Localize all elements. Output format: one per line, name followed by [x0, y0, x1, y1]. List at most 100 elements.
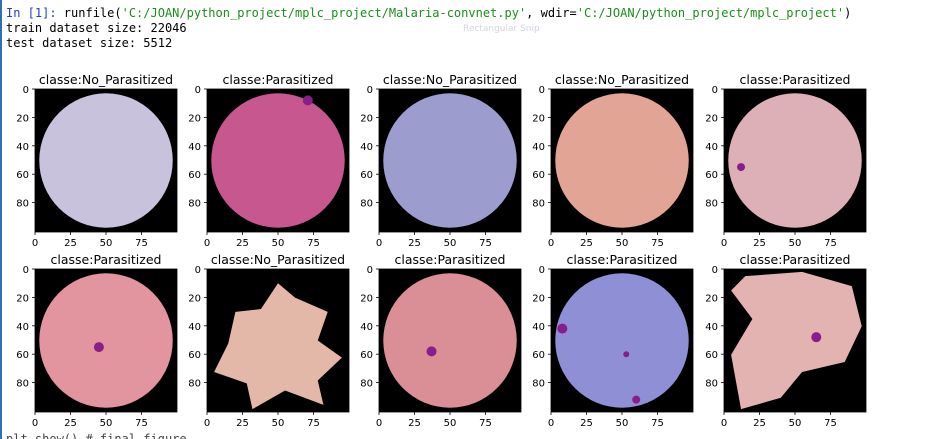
- parasite-spot: [623, 351, 630, 358]
- x-tick-label: 75: [824, 418, 837, 429]
- y-tick-label: 40: [360, 142, 373, 153]
- panel-title: classe:No_Parasitized: [39, 72, 173, 87]
- x-tick-label: 50: [272, 418, 285, 429]
- y-tick-label: 0: [195, 85, 201, 96]
- image-panel-5: classe:Parasitized 0 20 40 60 80 0 25 50 75: [705, 72, 867, 249]
- x-tick-label: 50: [789, 418, 802, 429]
- y-tick-label: 0: [539, 265, 545, 276]
- x-tick-label: 75: [135, 238, 148, 249]
- y-tick-label: 20: [532, 113, 545, 124]
- panel-title: classe:No_Parasitized: [383, 72, 517, 87]
- y-tick-label: 60: [188, 170, 201, 181]
- panel-title: classe:Parasitized: [51, 252, 162, 267]
- y-tick-label: 40: [532, 142, 545, 153]
- y-tick-label: 0: [367, 265, 373, 276]
- image-panel-1: classe:No_Parasitized 0 20 40 60 80 0 25 50 75: [16, 72, 178, 249]
- x-tick-label: 25: [408, 238, 421, 249]
- parasite-spot: [426, 346, 437, 357]
- x-tick-label: 50: [100, 418, 113, 429]
- x-tick-label: 75: [135, 418, 148, 429]
- runfile-close: ): [844, 6, 852, 20]
- panel-title: classe:Parasitized: [740, 72, 851, 87]
- y-tick-label: 60: [532, 170, 545, 181]
- y-tick-label: 40: [188, 142, 201, 153]
- x-tick-label: 75: [824, 238, 837, 249]
- image-panel-9: classe:Parasitized 0 20 40 60 80 0 25 50 75: [532, 252, 694, 429]
- cell-image: [555, 273, 689, 408]
- y-tick-label: 80: [705, 199, 718, 210]
- y-tick-label: 40: [188, 322, 201, 333]
- y-tick-label: 20: [188, 293, 201, 304]
- x-tick-label: 50: [616, 238, 629, 249]
- y-tick-label: 0: [23, 85, 29, 96]
- panel-title: classe:No_Parasitized: [211, 252, 345, 267]
- x-tick-label: 25: [753, 418, 766, 429]
- cell-image: [383, 273, 517, 408]
- snip-tool-ghost-label: Rectangular Snip: [463, 24, 540, 34]
- cell-image: [214, 283, 342, 410]
- y-tick-label: 40: [705, 142, 718, 153]
- x-tick-label: 25: [580, 418, 593, 429]
- y-tick-label: 20: [705, 113, 718, 124]
- x-tick-label: 25: [64, 418, 77, 429]
- y-tick-label: 20: [16, 113, 29, 124]
- y-tick-label: 80: [360, 379, 373, 390]
- x-tick-label: 0: [32, 418, 38, 429]
- y-tick-label: 20: [16, 293, 29, 304]
- cutoff-console-line: plt.show() # final figure: [6, 432, 187, 439]
- x-tick-label: 25: [236, 238, 249, 249]
- x-tick-label: 0: [721, 418, 727, 429]
- test-size-line: test dataset size: 5512: [6, 36, 173, 50]
- x-tick-label: 0: [204, 418, 210, 429]
- x-tick-label: 50: [616, 418, 629, 429]
- y-tick-label: 60: [360, 350, 373, 361]
- x-tick-label: 0: [32, 238, 38, 249]
- cell-image: [39, 273, 173, 408]
- y-tick-label: 0: [712, 265, 718, 276]
- x-tick-label: 0: [376, 238, 382, 249]
- parasite-spot: [302, 95, 313, 106]
- x-tick-label: 0: [376, 418, 382, 429]
- y-tick-label: 20: [188, 113, 201, 124]
- cell-image: [731, 271, 862, 410]
- x-tick-label: 50: [444, 238, 457, 249]
- y-tick-label: 60: [188, 350, 201, 361]
- ipython-console-output: In [1]: runfile('C:/JOAN/python_project/…: [6, 6, 851, 51]
- panel-title: classe:Parasitized: [740, 252, 851, 267]
- y-tick-label: 60: [705, 350, 718, 361]
- y-tick-label: 80: [532, 379, 545, 390]
- y-tick-label: 60: [16, 350, 29, 361]
- image-panel-8: classe:Parasitized 0 20 40 60 80 0 25 50 75: [360, 252, 522, 429]
- x-tick-label: 75: [307, 418, 320, 429]
- y-tick-label: 80: [16, 379, 29, 390]
- x-tick-label: 0: [204, 238, 210, 249]
- y-tick-label: 20: [705, 293, 718, 304]
- parasite-spot: [632, 395, 641, 404]
- panel-title: classe:No_Parasitized: [555, 72, 689, 87]
- parasite-spot: [557, 323, 568, 334]
- x-tick-label: 0: [721, 238, 727, 249]
- parasite-spot: [811, 332, 822, 343]
- image-panel-7: classe:No_Parasitized 0 20 40 60 80 0 25 50 75: [188, 252, 350, 429]
- y-tick-label: 40: [16, 142, 29, 153]
- x-tick-label: 50: [789, 238, 802, 249]
- y-tick-label: 80: [16, 199, 29, 210]
- x-tick-label: 0: [548, 238, 554, 249]
- x-tick-label: 75: [307, 238, 320, 249]
- y-tick-label: 0: [712, 85, 718, 96]
- y-tick-label: 60: [16, 170, 29, 181]
- wdir-label: , wdir=: [526, 6, 577, 20]
- runfile-path: 'C:/JOAN/python_project/mplc_project/Mal…: [121, 6, 527, 20]
- image-panel-10: classe:Parasitized 0 20 40 60 80 0 25 50 75: [705, 252, 867, 429]
- y-tick-label: 20: [532, 293, 545, 304]
- x-tick-label: 25: [64, 238, 77, 249]
- image-panel-6: classe:Parasitized 0 20 40 60 80 0 25 50 75: [16, 252, 178, 429]
- parasite-spot: [737, 163, 746, 172]
- panel-title: classe:Parasitized: [395, 252, 506, 267]
- y-tick-label: 80: [188, 199, 201, 210]
- x-tick-label: 25: [236, 418, 249, 429]
- image-panel-2: classe:Parasitized 0 20 40 60 80 0 25 50 75: [188, 72, 350, 249]
- parasite-spot: [93, 342, 104, 353]
- y-tick-label: 40: [532, 322, 545, 333]
